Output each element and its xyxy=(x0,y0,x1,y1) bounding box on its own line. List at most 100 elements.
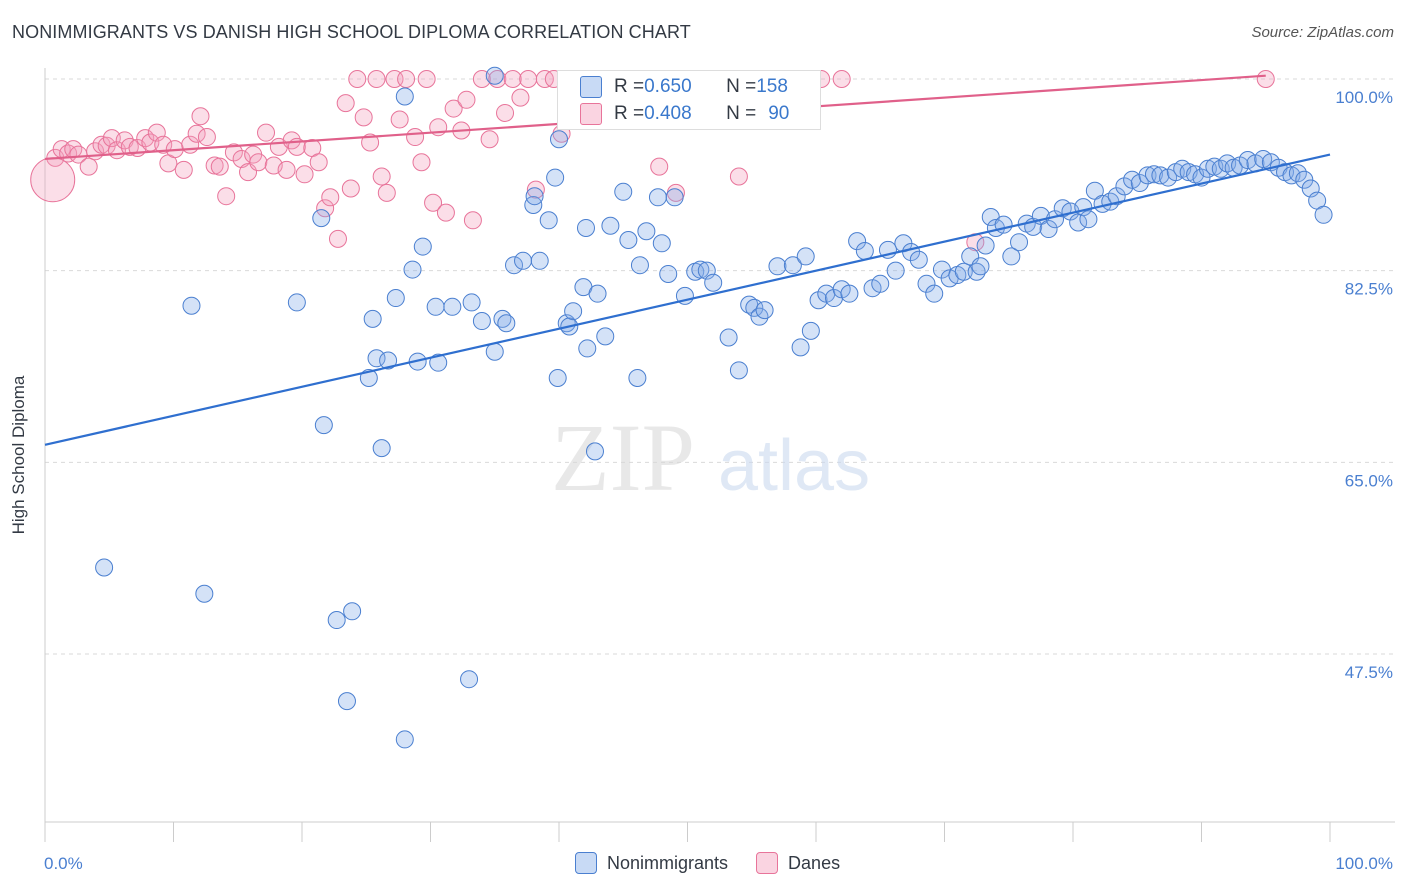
nonimmigrants-point xyxy=(343,602,362,621)
nonimmigrants-point xyxy=(443,297,462,316)
x-tick-label-min: 0.0% xyxy=(44,854,83,873)
nonimmigrants-point xyxy=(497,314,516,333)
nonimmigrants-point xyxy=(628,369,647,387)
nonimmigrants-point xyxy=(855,241,874,260)
nonimmigrants-point xyxy=(386,289,405,308)
nonimmigrants-point xyxy=(429,353,448,372)
nonimmigrants-point xyxy=(783,256,802,275)
danes-point xyxy=(348,70,367,88)
danes-point xyxy=(295,165,314,184)
nonimmigrants-point xyxy=(630,256,649,275)
nonimmigrants-point xyxy=(578,339,597,358)
nonimmigrants-point xyxy=(195,584,214,603)
danes-swatch xyxy=(580,103,602,125)
nonimmigrants-point xyxy=(1198,159,1217,178)
nonimmigrants-point xyxy=(1079,210,1098,229)
danes-point xyxy=(277,160,296,179)
danes-legend-swatch xyxy=(756,852,779,874)
danes-point xyxy=(367,70,386,88)
nonimmigrants-point xyxy=(327,611,346,630)
nonimmigrants-point xyxy=(1115,177,1134,196)
nonimmigrants-point xyxy=(886,261,905,280)
nonimmigrants-point xyxy=(601,216,620,235)
danes-point xyxy=(412,153,431,172)
nonimmigrants-point xyxy=(1288,164,1307,183)
x-tick-label-max: 100.0% xyxy=(1335,854,1393,873)
nonimmigrants-point xyxy=(1314,205,1333,224)
nonimmigrants-point xyxy=(1085,181,1104,200)
nonimmigrants-point xyxy=(95,558,114,577)
nonimmigrants-point xyxy=(462,293,481,312)
nonimmigrants-swatch xyxy=(580,76,602,98)
nonimmigrants-point xyxy=(614,182,633,201)
series-legend: Nonimmigrants Danes xyxy=(575,852,868,874)
danes-point xyxy=(832,70,851,88)
danes-point xyxy=(377,183,396,202)
r-label: R = xyxy=(614,103,645,124)
nonimmigrants-point xyxy=(637,222,656,241)
nonimmigrants-point xyxy=(182,296,201,315)
y-tick-label: 100.0% xyxy=(1335,88,1393,107)
nonimmigrants-point xyxy=(659,264,678,283)
nonimmigrants-point xyxy=(596,327,615,346)
nonimmigrants-point xyxy=(550,130,568,149)
nonimmigrants-point xyxy=(796,247,815,266)
nonimmigrants-point xyxy=(525,187,544,206)
danes-point xyxy=(417,70,436,88)
nonimmigrants-point xyxy=(1010,233,1029,252)
nonimmigrants-point xyxy=(395,87,414,106)
danes-point xyxy=(424,193,443,212)
nonimmigrants-point xyxy=(954,262,973,281)
nonimmigrants-point xyxy=(848,232,867,251)
nonimmigrants-point xyxy=(1151,166,1170,185)
nonimmigrants-point xyxy=(314,416,333,435)
danes-point xyxy=(397,70,416,88)
danes-point xyxy=(210,157,229,176)
nonimmigrants-point xyxy=(413,237,432,256)
nonimmigrants-points xyxy=(95,66,1333,749)
nonimmigrants-point xyxy=(976,236,995,255)
nonimmigrants-point xyxy=(971,257,990,276)
watermark-zip: ZIP xyxy=(551,404,695,511)
r-value: 0.650 xyxy=(644,76,692,97)
nonimmigrants-point xyxy=(871,274,890,293)
nonimmigrants-point xyxy=(909,250,928,269)
nonimmigrants-point xyxy=(1130,174,1149,193)
danes-point xyxy=(496,103,515,122)
nonimmigrants-point xyxy=(925,284,944,303)
nonimmigrants-point xyxy=(1144,165,1163,184)
nonimmigrants-point xyxy=(691,260,710,279)
nonimmigrants-point xyxy=(791,338,810,357)
danes-point xyxy=(463,211,482,230)
chart-title: NONIMMIGRANTS VS DANISH HIGH SCHOOL DIPL… xyxy=(12,22,691,42)
nonimmigrants-point xyxy=(514,251,533,270)
nonimmigrants-point xyxy=(840,284,859,303)
nonimmigrants-point xyxy=(395,730,414,749)
danes-point xyxy=(526,180,545,199)
n-label: N = xyxy=(726,76,757,97)
danes-point xyxy=(457,90,476,109)
nonimmigrants-point xyxy=(379,351,398,370)
trend-lines xyxy=(44,74,1331,446)
nonimmigrants-point xyxy=(665,188,684,207)
legend-item-danes[interactable]: Danes xyxy=(756,852,840,874)
nonimmigrants-point xyxy=(1295,170,1314,189)
legend-item-nonimmigrants[interactable]: Nonimmigrants xyxy=(575,852,728,874)
r-value: 0.408 xyxy=(644,103,692,124)
danes-point xyxy=(511,88,530,107)
nonimmigrants-point xyxy=(287,293,306,312)
danes-point xyxy=(406,128,425,147)
danes-point xyxy=(174,160,193,179)
y-tick-label: 65.0% xyxy=(1345,471,1393,490)
nonimmigrants-point xyxy=(505,256,524,275)
y-tick-label: 47.5% xyxy=(1345,663,1393,682)
danes-point xyxy=(341,179,360,198)
nonimmigrants-point xyxy=(755,301,774,320)
nonimmigrants-point xyxy=(576,218,595,237)
nonimmigrants-point xyxy=(719,328,738,347)
danes-point xyxy=(328,229,347,248)
nonimmigrants-point xyxy=(564,302,583,321)
nonimmigrants-point xyxy=(403,260,422,279)
nonimmigrants-point xyxy=(460,670,479,689)
